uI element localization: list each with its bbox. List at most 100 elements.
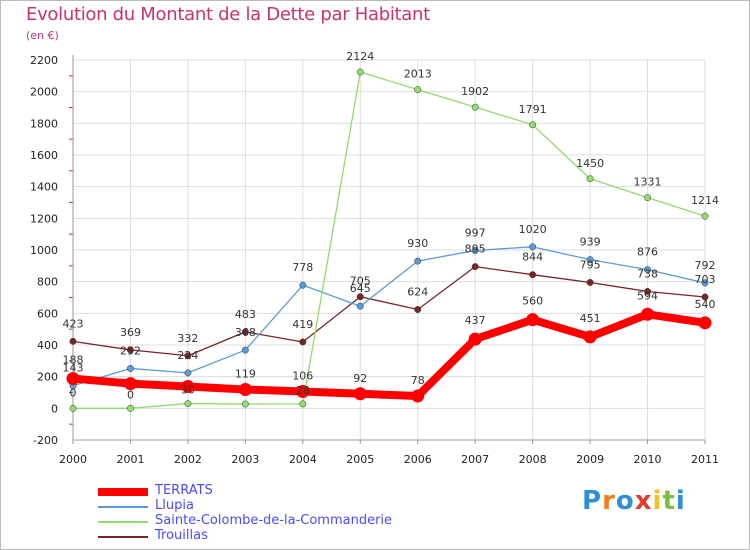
y-tick-label: 2200: [30, 54, 58, 67]
data-labels: 188 119 106 92 78 437 560 451 594 540 143 252 224 368…: [63, 50, 720, 401]
series-point: [181, 379, 195, 393]
data-label: 1331: [634, 176, 662, 189]
data-label: 560: [522, 295, 543, 308]
series-point: [644, 266, 651, 274]
y-tick-label: 1000: [30, 244, 58, 257]
data-label: 1214: [691, 194, 719, 207]
x-tick-label: 2009: [576, 453, 604, 466]
legend-swatch: [98, 488, 148, 496]
x-tick-label: 2004: [289, 453, 317, 466]
series-line-0: [69, 310, 709, 400]
series-point: [184, 369, 192, 377]
series-point: [698, 316, 712, 330]
series-line-1: [72, 246, 706, 387]
y-tick-label: -200: [33, 434, 58, 447]
data-label: 106: [292, 370, 313, 383]
data-label: 332: [177, 332, 198, 345]
y-tick-label: 400: [37, 339, 58, 352]
series-point: [123, 377, 137, 391]
data-label: 451: [580, 312, 601, 325]
data-label: 30: [181, 384, 195, 397]
chart-subtitle: (en €): [26, 29, 59, 42]
series-point: [184, 352, 192, 360]
x-tick-label: 2010: [634, 453, 662, 466]
logo-letter: P: [582, 486, 603, 516]
data-label: 795: [580, 258, 601, 271]
series-point: [471, 247, 479, 254]
series-point: [356, 293, 364, 301]
series-point: [586, 175, 594, 183]
series-point: [127, 404, 134, 412]
series-line-3: [72, 265, 706, 357]
logo-letter: o: [615, 486, 635, 516]
data-label: 1791: [519, 103, 547, 116]
data-label: 939: [580, 236, 601, 249]
data-label: 92: [353, 372, 367, 385]
series-group: [66, 68, 712, 412]
x-tick-label: 2002: [174, 453, 202, 466]
series-point: [184, 400, 192, 408]
series-point: [241, 328, 249, 336]
series-point: [299, 400, 307, 408]
data-label: 0: [70, 386, 77, 399]
y-tick-label: 2000: [30, 86, 58, 99]
x-tick-label: 2001: [116, 453, 144, 466]
series-point: [641, 307, 655, 321]
data-label: 594: [637, 289, 658, 302]
data-label: 188: [63, 354, 84, 367]
y-tick-label: 1600: [30, 149, 58, 162]
x-tick-label: 2003: [231, 453, 259, 466]
data-label: 930: [407, 237, 428, 250]
data-label: 2124: [346, 50, 374, 63]
y-tick-label: 0: [51, 402, 58, 415]
data-label: 705: [350, 275, 371, 288]
series-point: [468, 332, 482, 346]
series-point: [701, 212, 709, 220]
data-label: 224: [177, 349, 198, 362]
series-point: [238, 382, 252, 396]
legend-label: Llupia: [155, 498, 194, 513]
data-label: 252: [120, 344, 141, 357]
series-point: [701, 279, 709, 287]
data-label: 844: [522, 251, 543, 264]
logo-letter: x: [634, 486, 653, 516]
series-point: [471, 103, 479, 111]
series-point: [529, 121, 537, 129]
data-label: 419: [292, 318, 313, 331]
x-tick-label: 2005: [346, 453, 374, 466]
data-label: 2013: [404, 68, 432, 81]
series-point: [411, 389, 425, 403]
data-label: 997: [465, 226, 486, 239]
data-label: 0: [127, 388, 134, 401]
data-label: 738: [637, 267, 658, 280]
series-point: [127, 364, 134, 372]
data-label: 1450: [576, 157, 604, 170]
x-tick-label: 2008: [519, 453, 547, 466]
data-label: 540: [695, 298, 716, 311]
legend-label: Trouillas: [155, 528, 208, 543]
legend-swatch: [98, 506, 148, 508]
data-label: 778: [292, 261, 313, 274]
series-point: [69, 337, 77, 345]
proxiti-logo: Proxiti: [582, 486, 686, 516]
chart-title: Evolution du Montant de la Dette par Hab…: [26, 4, 430, 25]
data-label: 792: [695, 259, 716, 272]
x-tick-label: 2006: [404, 453, 432, 466]
data-label: 368: [235, 326, 256, 339]
series-point: [529, 243, 537, 251]
series-point: [69, 404, 77, 412]
series-point: [66, 372, 80, 386]
series-point: [127, 346, 134, 354]
data-label: 645: [350, 282, 371, 295]
data-label: 369: [120, 326, 141, 339]
data-label: 624: [407, 286, 428, 299]
logo-letter: t: [662, 486, 676, 516]
data-label: 703: [695, 273, 716, 286]
series-line-2: [72, 71, 706, 409]
x-tick-label: 2011: [691, 453, 719, 466]
series-point: [701, 293, 709, 301]
y-tick-label: 200: [37, 371, 58, 384]
series-point: [241, 400, 249, 408]
axes: -200020040060080010001200140016001800200…: [30, 54, 719, 466]
